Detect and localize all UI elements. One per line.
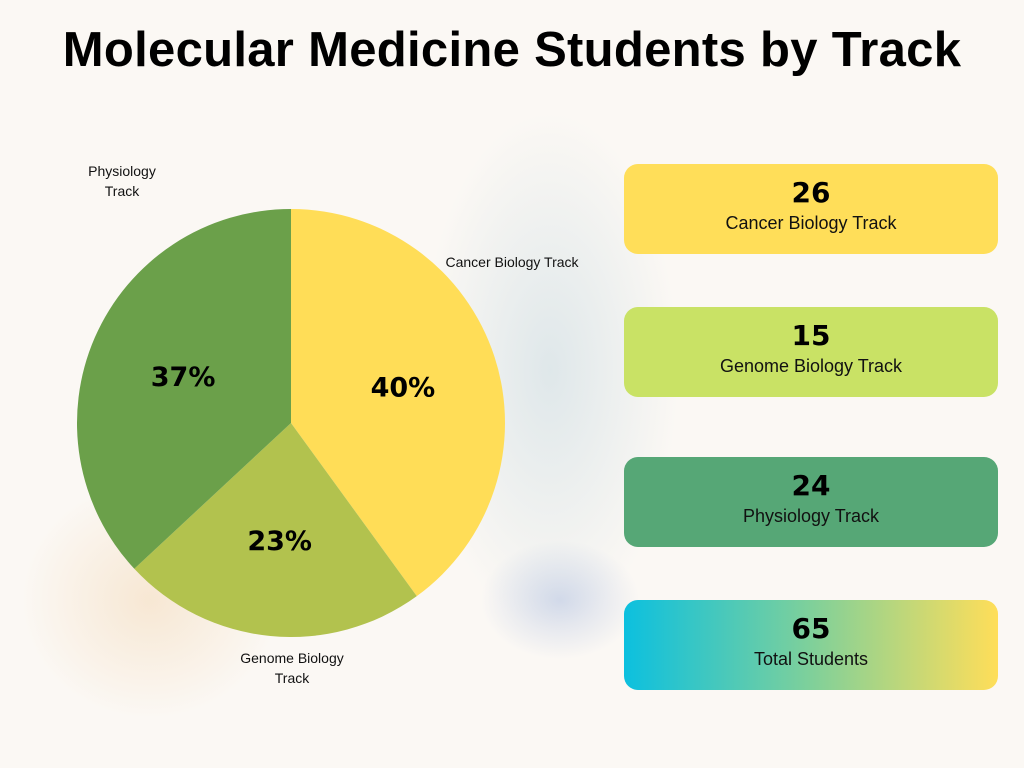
data-label-genome: 23% bbox=[247, 526, 312, 557]
stat-card-physiology: 24 Physiology Track bbox=[624, 457, 998, 547]
stat-value: 24 bbox=[791, 469, 831, 502]
stat-label: Physiology Track bbox=[742, 506, 880, 526]
stat-value: 65 bbox=[791, 612, 831, 645]
stat-card-cancer: 26 Cancer Biology Track bbox=[624, 164, 998, 254]
pie-slice-cancer bbox=[291, 209, 505, 597]
slice-label-genome: Genome Biology Track bbox=[240, 650, 344, 686]
stat-card-total: 65 Total Students bbox=[624, 600, 998, 690]
stat-card-genome: 15 Genome Biology Track bbox=[624, 307, 998, 397]
stat-value: 15 bbox=[791, 319, 831, 352]
pie-slice-genome bbox=[134, 423, 417, 637]
stat-label: Genome Biology Track bbox=[719, 356, 903, 376]
slice-label-physiology: Physiology Track bbox=[88, 163, 156, 199]
page-title: Molecular Medicine Students by Track bbox=[62, 23, 962, 77]
stat-value: 26 bbox=[791, 176, 831, 209]
pie-slice-physiology bbox=[77, 208, 291, 569]
background-photo-beaker bbox=[480, 540, 640, 660]
data-label-physiology: 37% bbox=[151, 362, 216, 393]
stat-label: Cancer Biology Track bbox=[725, 213, 897, 233]
stat-label: Total Students bbox=[753, 649, 869, 669]
data-label-cancer: 40% bbox=[371, 373, 436, 404]
slice-label-cancer: Cancer Biology Track bbox=[445, 254, 579, 270]
